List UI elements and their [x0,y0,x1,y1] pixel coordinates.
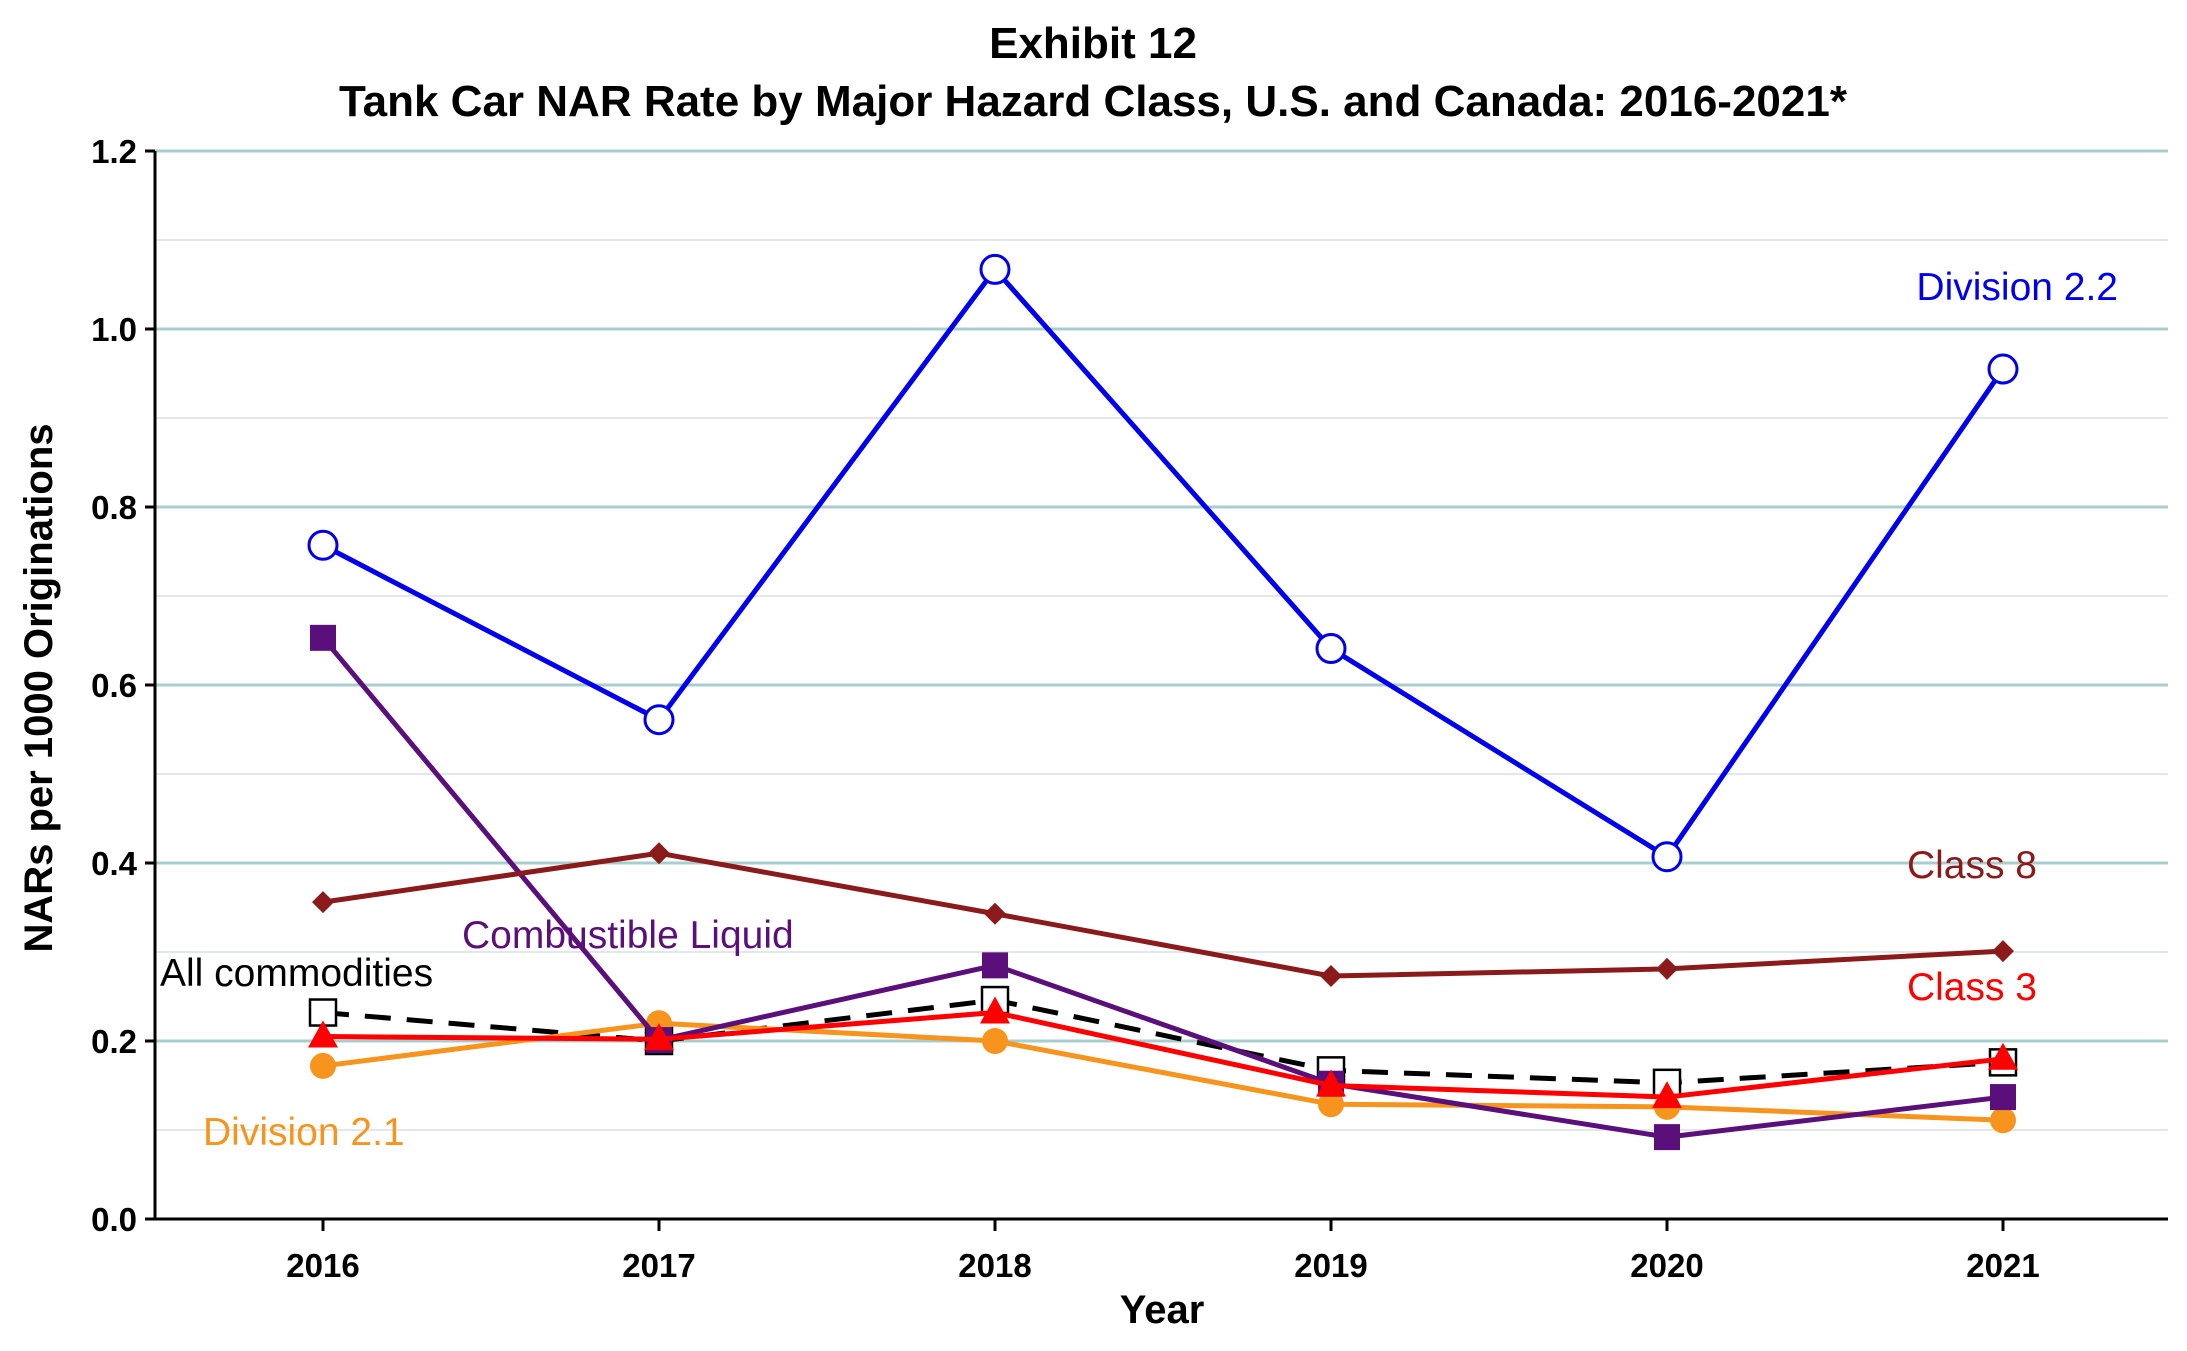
axes: 0.0 0.2 0.4 0.6 0.8 1.0 1.2 2016 2017 2018 2019 202… [91,133,2168,1284]
all-commodities-line [322,997,2004,1086]
label-division-2-1: Division 2.1 [203,1111,405,1154]
series-class-3 [308,996,2018,1109]
class-8-point [312,891,334,914]
series [307,253,2019,1151]
label-all-commodities: All commodities [160,952,433,995]
x-tick-label: 2021 [1966,1247,2039,1284]
y-tick-label: 0.6 [91,667,137,704]
class-3-point [308,1020,338,1048]
x-tick-label: 2020 [1630,1247,1703,1284]
class-3-point [1652,1081,1682,1109]
division-2-1-point [310,1052,336,1079]
division-2-1-line [322,1020,2004,1123]
class-8-point [648,842,670,865]
y-axis-label: NARs per 1000 Originations [17,423,61,952]
class-3-line [322,1010,2004,1100]
y-tick-label: 1.2 [91,133,137,170]
x-tick-label: 2019 [1294,1247,1367,1284]
class-8-point [1992,940,2014,963]
division-2-2-point [1987,353,2019,385]
division-2-2-point [979,253,1011,285]
chart-title: Exhibit 12 [989,19,1197,68]
class-8-point [984,902,1006,925]
x-axis-label: Year [1120,1288,1205,1332]
label-class-3: Class 3 [1907,966,2037,1009]
division-2-2-point [1651,841,1683,873]
class-3-point [980,996,1010,1024]
y-tick-label: 0.2 [91,1023,137,1060]
series-labels: Division 2.2 Combustible Liquid Class 8 Cla… [160,266,2118,1154]
division-2-2-point [643,704,675,736]
y-tick-label: 0.8 [91,489,137,526]
class-8-point [1320,965,1342,988]
division-2-2-point [307,529,339,561]
grid-lines [155,149,2168,1131]
class-3-point [1988,1042,2018,1070]
label-combustible-liquid: Combustible Liquid [462,914,794,957]
x-tick-label: 2017 [622,1247,695,1284]
series-division-2-2 [307,253,2019,873]
chart-subtitle: Tank Car NAR Rate by Major Hazard Class,… [339,77,1848,126]
label-class-8: Class 8 [1907,844,2037,887]
division-2-2-line [321,266,2006,860]
division-2-1-point [982,1028,1008,1054]
y-tick-label: 1.0 [91,311,137,348]
class-8-point [1656,957,1678,980]
class-8-line [322,850,2004,979]
series-class-8 [312,842,2014,988]
class-3-point [644,1023,674,1051]
y-tick-label: 0.4 [91,845,138,882]
combustible-liquid-line [321,636,2004,1140]
class-3-point [1316,1069,1346,1097]
combustible-liquid-point [310,624,336,651]
y-tick-label: 0.0 [91,1201,137,1238]
division-2-2-point [1315,633,1347,665]
combustible-liquid-point [1990,1084,2016,1111]
x-tick-label: 2016 [286,1247,359,1284]
label-division-2-2: Division 2.2 [1916,266,2118,309]
series-division-2-1 [310,1010,2016,1134]
combustible-liquid-point [1654,1124,1680,1151]
division-2-1-point [1318,1091,1344,1118]
combustible-liquid-point [982,952,1008,979]
division-2-1-point [1990,1107,2016,1134]
x-tick-label: 2018 [958,1247,1031,1284]
